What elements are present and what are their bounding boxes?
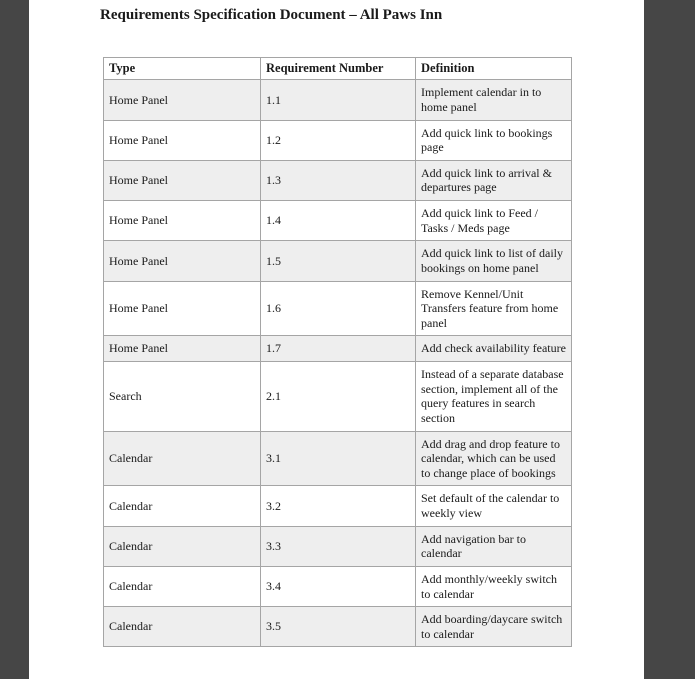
- cell-requirement-number: 3.5: [260, 606, 416, 648]
- table-row: Calendar 3.1 Add drag and drop feature to …: [103, 430, 572, 487]
- cell-definition: Add drag and drop feature to calendar, w…: [415, 430, 572, 487]
- cell-definition: Set default of the calendar to weekly vi…: [415, 485, 572, 527]
- cell-requirement-number: 1.7: [260, 335, 416, 362]
- document-page: Requirements Specification Document – Al…: [29, 0, 644, 679]
- cell-requirement-number: 1.1: [260, 79, 416, 121]
- table-body: Home Panel 1.1 Implement calendar in to ho…: [103, 79, 572, 648]
- cell-definition: Add boarding/daycare switch to calendar: [415, 606, 572, 648]
- cell-requirement-number: 1.4: [260, 199, 416, 242]
- table-row: Home Panel 1.6 Remove Kennel/Unit Transfer…: [103, 280, 572, 337]
- cell-type: Home Panel: [103, 119, 261, 161]
- table-row: Calendar 3.2 Set default of the calendar t…: [103, 485, 572, 527]
- cell-requirement-number: 1.3: [260, 159, 416, 202]
- cell-definition: Add check availability feature: [415, 335, 572, 362]
- cell-type: Home Panel: [103, 240, 261, 282]
- cell-definition: Add quick link to arrival & departures p…: [415, 159, 572, 202]
- table-row: Home Panel 1.4 Add quick link to Feed / Ta…: [103, 199, 572, 242]
- column-header-type: Type: [103, 56, 261, 81]
- requirements-table: Type Requirement Number Definition Home …: [103, 56, 572, 648]
- cell-requirement-number: 3.4: [260, 565, 416, 608]
- cell-definition: Instead of a separate database section, …: [415, 361, 572, 432]
- cell-definition: Add quick link to Feed / Tasks / Meds pa…: [415, 199, 572, 242]
- table-row: Home Panel 1.5 Add quick link to list of d…: [103, 240, 572, 282]
- table-row: Home Panel 1.3 Add quick link to arrival &…: [103, 159, 572, 202]
- cell-type: Calendar: [103, 606, 261, 648]
- cell-definition: Add navigation bar to calendar: [415, 525, 572, 567]
- cell-type: Home Panel: [103, 199, 261, 242]
- cell-requirement-number: 3.2: [260, 485, 416, 527]
- table-row: Calendar 3.5 Add boarding/daycare switch t…: [103, 606, 572, 648]
- table-row: Home Panel 1.1 Implement calendar in to ho…: [103, 79, 572, 121]
- cell-type: Calendar: [103, 485, 261, 527]
- cell-requirement-number: 1.2: [260, 119, 416, 161]
- document-title: Requirements Specification Document – Al…: [100, 7, 443, 23]
- cell-type: Home Panel: [103, 159, 261, 202]
- cell-definition: Add quick link to bookings page: [415, 119, 572, 161]
- table-header-row: Type Requirement Number Definition: [103, 56, 572, 81]
- cell-requirement-number: 3.3: [260, 525, 416, 567]
- cell-definition: Implement calendar in to home panel: [415, 79, 572, 121]
- cell-definition: Add monthly/weekly switch to calendar: [415, 565, 572, 608]
- table-row: Search 2.1 Instead of a separate database …: [103, 361, 572, 432]
- table-row: Home Panel 1.2 Add quick link to bookings …: [103, 119, 572, 161]
- cell-definition: Remove Kennel/Unit Transfers feature fro…: [415, 280, 572, 337]
- table-row: Calendar 3.4 Add monthly/weekly switch to …: [103, 565, 572, 608]
- cell-requirement-number: 1.5: [260, 240, 416, 282]
- cell-type: Search: [103, 361, 261, 432]
- cell-definition: Add quick link to list of daily bookings…: [415, 240, 572, 282]
- cell-type: Calendar: [103, 525, 261, 567]
- cell-requirement-number: 1.6: [260, 280, 416, 337]
- cell-type: Calendar: [103, 430, 261, 487]
- column-header-requirement-number: Requirement Number: [260, 56, 416, 81]
- left-chrome-strip: [0, 0, 29, 679]
- cell-requirement-number: 2.1: [260, 361, 416, 432]
- right-chrome-strip: [644, 0, 695, 679]
- cell-type: Home Panel: [103, 335, 261, 362]
- table-row: Calendar 3.3 Add navigation bar to calenda…: [103, 525, 572, 567]
- column-header-definition: Definition: [415, 56, 572, 81]
- cell-requirement-number: 3.1: [260, 430, 416, 487]
- cell-type: Calendar: [103, 565, 261, 608]
- cell-type: Home Panel: [103, 280, 261, 337]
- table-row: Home Panel 1.7 Add check availability feat…: [103, 335, 572, 362]
- cell-type: Home Panel: [103, 79, 261, 121]
